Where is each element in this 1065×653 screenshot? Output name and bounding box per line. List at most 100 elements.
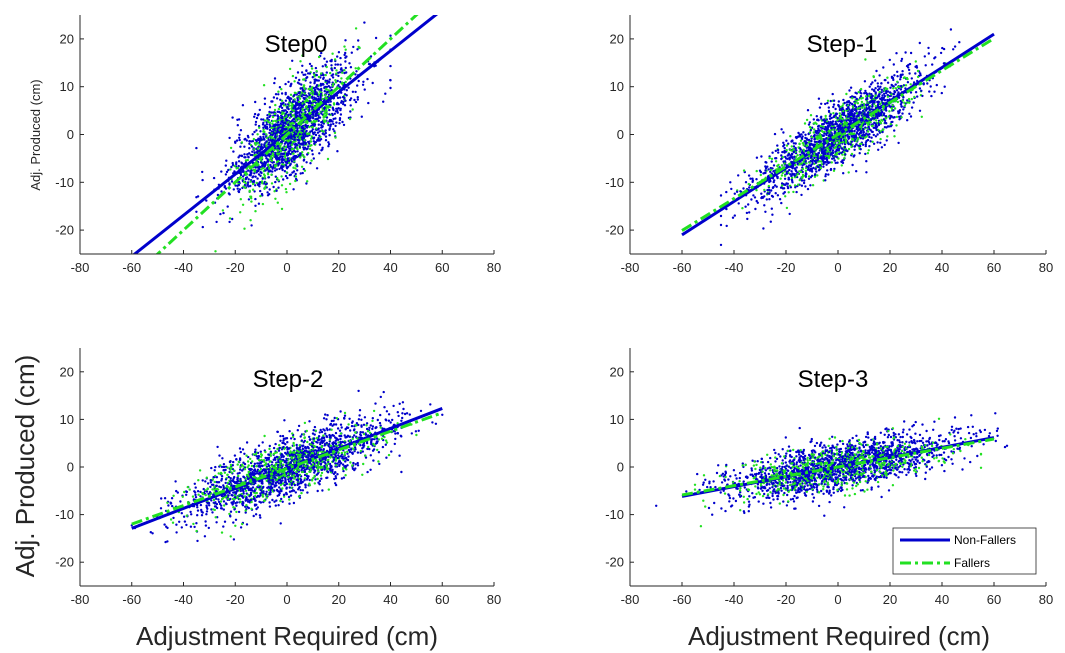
point — [824, 179, 827, 182]
point — [324, 432, 327, 435]
point — [332, 128, 335, 131]
point — [328, 108, 331, 112]
point — [746, 217, 749, 221]
point — [245, 139, 248, 142]
point — [775, 157, 778, 160]
point — [256, 169, 260, 172]
point — [853, 129, 856, 133]
point — [867, 149, 870, 152]
point — [356, 96, 359, 99]
point — [301, 151, 304, 154]
point — [890, 83, 893, 87]
point — [918, 87, 922, 90]
point — [872, 142, 876, 145]
point — [832, 99, 836, 102]
point — [303, 100, 306, 104]
point — [894, 83, 897, 86]
point — [251, 180, 254, 183]
point — [376, 418, 379, 422]
point — [330, 60, 333, 63]
point — [290, 125, 293, 128]
point — [243, 145, 246, 148]
point — [266, 191, 269, 194]
point — [274, 175, 277, 178]
point — [236, 124, 239, 127]
point — [244, 186, 247, 190]
point — [907, 66, 910, 69]
point — [231, 161, 234, 165]
point — [348, 417, 351, 420]
point — [205, 199, 208, 202]
point — [216, 193, 220, 197]
point — [277, 126, 280, 130]
point — [330, 88, 333, 92]
point — [850, 140, 853, 143]
point — [327, 145, 330, 148]
point — [327, 123, 330, 127]
point — [851, 105, 855, 108]
point — [229, 510, 233, 513]
point — [779, 177, 782, 180]
point — [328, 78, 331, 81]
point — [270, 135, 273, 139]
point — [923, 55, 926, 58]
point — [277, 160, 280, 163]
point — [259, 174, 262, 177]
point — [868, 105, 871, 109]
point — [853, 154, 856, 157]
point — [915, 64, 918, 68]
point — [846, 142, 850, 145]
point — [357, 79, 360, 83]
point — [241, 104, 245, 107]
point — [885, 88, 888, 91]
point — [796, 154, 799, 157]
point — [284, 117, 288, 121]
point — [843, 150, 846, 154]
point — [270, 130, 273, 133]
point — [879, 141, 882, 144]
point — [210, 508, 213, 511]
point — [826, 99, 830, 103]
point — [831, 143, 834, 146]
point — [334, 439, 337, 442]
point — [377, 451, 381, 454]
point — [830, 161, 833, 164]
point — [862, 121, 865, 124]
point — [321, 65, 324, 68]
point — [325, 65, 328, 69]
point — [841, 161, 844, 164]
point — [831, 92, 834, 96]
point — [320, 51, 323, 55]
point — [359, 444, 362, 447]
point — [889, 86, 892, 89]
point — [816, 165, 820, 169]
point — [902, 108, 905, 111]
point — [304, 135, 307, 138]
point — [243, 153, 246, 156]
point — [811, 184, 815, 187]
point — [755, 178, 758, 181]
point — [829, 146, 832, 149]
point — [920, 115, 923, 119]
point — [282, 104, 286, 107]
point — [308, 125, 311, 129]
point — [822, 152, 825, 155]
point — [338, 96, 342, 99]
point — [835, 151, 838, 155]
point — [311, 96, 314, 100]
point — [345, 71, 348, 74]
point — [294, 91, 297, 95]
point — [323, 112, 326, 115]
point — [899, 84, 903, 88]
point — [190, 513, 193, 516]
point — [807, 138, 811, 142]
point — [304, 94, 308, 97]
point — [305, 161, 308, 164]
point — [918, 109, 922, 113]
point — [825, 128, 829, 131]
point — [310, 149, 314, 152]
point — [326, 79, 329, 83]
point — [205, 510, 209, 513]
point — [294, 150, 297, 153]
